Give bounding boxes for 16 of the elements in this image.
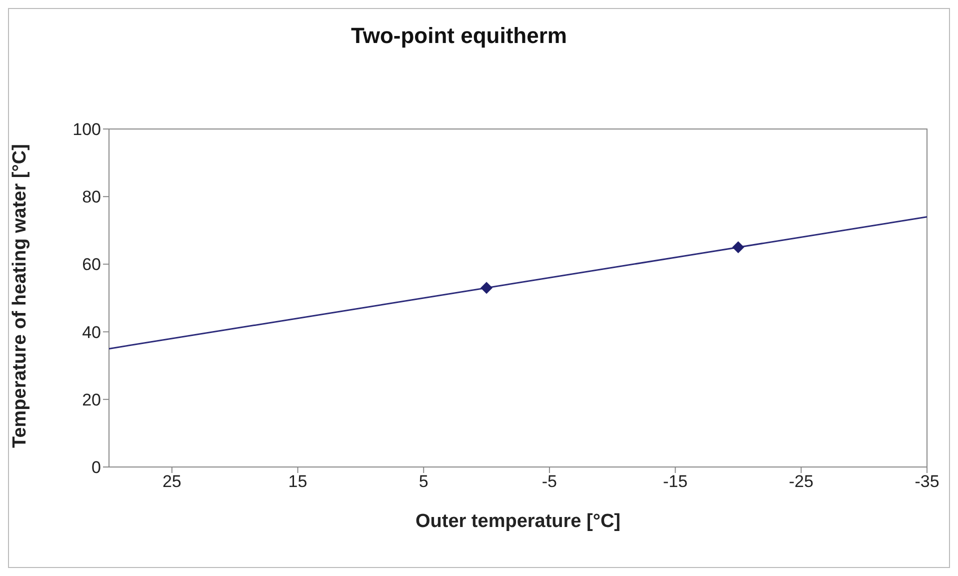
x-tick-label: -35	[914, 472, 940, 492]
x-tick-label: 25	[162, 472, 182, 492]
y-axis-title: Temperature of heating water [°C]	[10, 144, 31, 448]
x-tick-label: 15	[288, 472, 308, 492]
x-axis-title: Outer temperature [°C]	[415, 511, 621, 532]
x-tick-label: 5	[418, 472, 428, 492]
y-tick-label: 60	[82, 255, 101, 274]
x-tick-label: -5	[542, 472, 558, 492]
y-tick-label: 80	[82, 188, 101, 207]
y-tick-label: 40	[82, 322, 101, 342]
y-tick-label: 20	[82, 390, 101, 410]
x-tick-label: -15	[663, 472, 688, 492]
y-tick-label: 0	[92, 458, 101, 478]
x-tick-label: -25	[788, 472, 814, 492]
chart-title: Two-point equitherm	[350, 23, 568, 49]
y-tick-label: 100	[72, 120, 101, 140]
